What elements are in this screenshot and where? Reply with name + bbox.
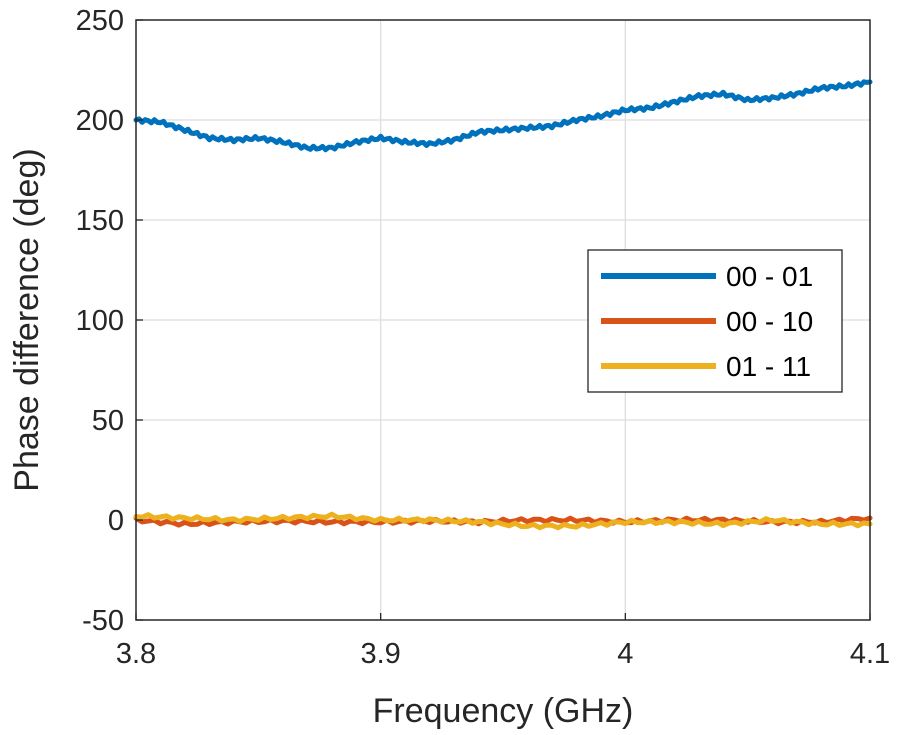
x-tick-label: 4.1 [850, 638, 890, 670]
tick-labels: 3.8 3.9 4 4.1 -50 0 50 100 150 200 250 [76, 5, 891, 670]
y-tick-label: 150 [76, 205, 124, 237]
y-tick-label: 50 [92, 405, 124, 437]
legend-entry-label: 01 - 11 [726, 351, 811, 382]
legend-entry-label: 00 - 10 [726, 306, 813, 337]
legend: 00 - 01 00 - 10 01 - 11 [587, 249, 843, 393]
series-line-01-11 [133, 511, 873, 531]
y-tick-label: -50 [82, 605, 124, 637]
x-tick-label: 3.8 [116, 638, 156, 670]
y-tick-label: 100 [76, 305, 124, 337]
y-tick-label: 0 [108, 505, 124, 537]
y-tick-label: 250 [76, 5, 124, 37]
x-axis-label: Frequency (GHz) [373, 692, 634, 730]
series-layer [133, 79, 873, 531]
y-axis-label: Phase difference (deg) [8, 148, 46, 491]
legend-entry-label: 00 - 01 [726, 261, 813, 292]
x-tick-label: 3.9 [361, 638, 401, 670]
series-line-00-01 [133, 79, 873, 153]
y-tick-label: 200 [76, 105, 124, 137]
x-tick-label: 4 [617, 638, 633, 670]
